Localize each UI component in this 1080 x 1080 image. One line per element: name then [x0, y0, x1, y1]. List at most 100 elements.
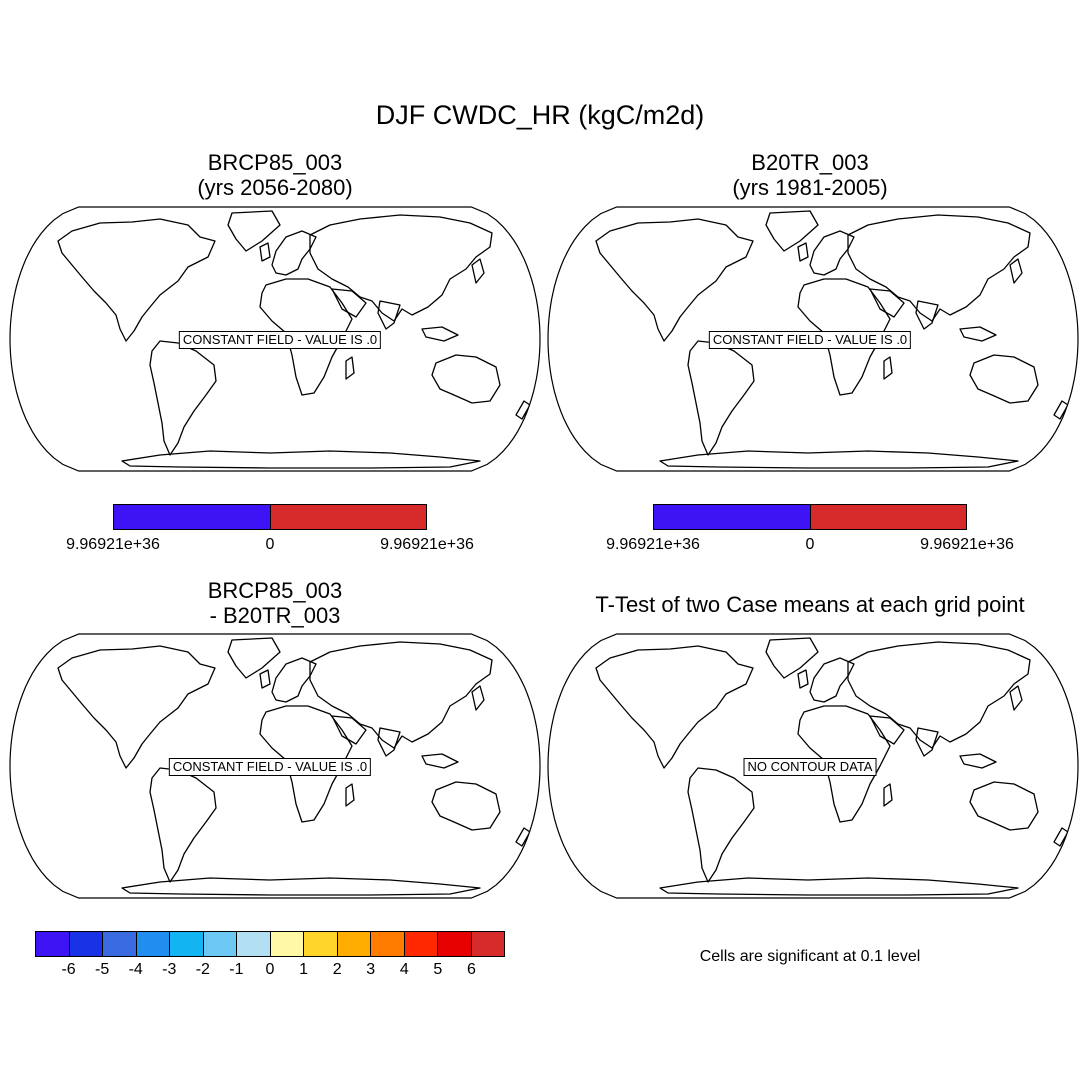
coastline	[149, 767, 217, 883]
colorbar-diff-swatch	[203, 932, 237, 956]
coastline	[797, 669, 809, 689]
coastline	[345, 783, 355, 807]
colorbar-diff-tick-label: -5	[95, 961, 110, 978]
colorbar-case2	[653, 504, 967, 530]
colorbar-diff-tick-label: -3	[162, 961, 177, 978]
continent-outlines	[57, 637, 531, 896]
panel-title-case1-line1: BRCP85_003	[207, 150, 343, 175]
coastline	[421, 753, 459, 769]
colorbar-diff-tick-label: 2	[332, 961, 342, 978]
coastline	[869, 715, 905, 745]
colorbar-diff-tick-label: 4	[399, 961, 409, 978]
coastline	[659, 450, 1019, 469]
coastline	[57, 645, 216, 769]
coastline	[377, 727, 401, 757]
colorbar-case2-label-right: 9.96921e+36	[920, 536, 1014, 553]
colorbar-diff-swatches	[35, 931, 505, 957]
coastline	[687, 340, 755, 456]
colorbar-diff-swatch	[371, 932, 405, 956]
colorbar-diff-tick-label: 6	[466, 961, 476, 978]
coastline	[227, 210, 281, 252]
colorbar-case1-swatch-high	[270, 505, 426, 529]
colorbar-case2-swatch-high	[810, 505, 966, 529]
colorbar-case2-swatch-low	[654, 505, 811, 529]
colorbar-diff-tick-label: 0	[265, 961, 275, 978]
colorbar-case2-swatches	[653, 504, 967, 530]
coastline	[1009, 685, 1023, 711]
coastline	[331, 288, 367, 318]
colorbar-diff-tick-label: -2	[195, 961, 210, 978]
continent-outlines	[595, 637, 1069, 896]
colorbar-case1	[113, 504, 427, 530]
world-map-case1	[9, 206, 541, 472]
colorbar-case2-label-mid: 0	[805, 536, 815, 553]
panel-title-ttest: T-Test of two Case means at each grid po…	[540, 592, 1080, 617]
colorbar-case1-label-right: 9.96921e+36	[380, 536, 474, 553]
coastline	[1053, 827, 1069, 847]
coastline	[431, 354, 501, 404]
map-case2: CONSTANT FIELD - VALUE IS .0	[547, 205, 1079, 473]
colorbar-diff-tick-label: 5	[433, 961, 443, 978]
colorbar-diff-swatch	[337, 932, 371, 956]
coastline	[121, 450, 481, 469]
continent-outlines	[595, 210, 1069, 469]
coastline	[515, 827, 531, 847]
map-projection-border	[547, 633, 1079, 899]
colorbar-case2-label-left: 9.96921e+36	[606, 536, 700, 553]
coastline	[959, 753, 997, 769]
colorbar-diff-tick-label: -4	[128, 961, 143, 978]
colorbar-diff-swatch	[69, 932, 103, 956]
coastline	[969, 354, 1039, 404]
colorbar-diff-tick-label: 1	[299, 961, 309, 978]
colorbar-diff-ticks: -6 -5 -4 -3 -2 -1 0 1 2 3 4 5 6	[35, 961, 505, 983]
coastline	[765, 637, 819, 679]
colorbar-diff-swatch	[471, 932, 504, 956]
coastline	[883, 356, 893, 380]
colorbar-diff-swatch	[136, 932, 170, 956]
coastline	[797, 242, 809, 262]
coastline	[915, 300, 939, 330]
map-projection-border	[547, 206, 1079, 472]
colorbar-diff-swatch	[237, 932, 271, 956]
map-case1: CONSTANT FIELD - VALUE IS .0	[9, 205, 541, 473]
colorbar-diff-swatch	[36, 932, 70, 956]
ttest-significance-note: Cells are significant at 0.1 level	[699, 948, 921, 965]
coastline	[595, 645, 754, 769]
coastline	[595, 218, 754, 342]
coastline	[309, 641, 493, 749]
world-map-ttest	[547, 633, 1079, 899]
coastline	[345, 356, 355, 380]
colorbar-diff	[35, 931, 505, 957]
coastline	[765, 210, 819, 252]
colorbar-diff-tick-label: 3	[366, 961, 376, 978]
coastline	[227, 637, 281, 679]
coastline	[515, 400, 531, 420]
world-map-diff	[9, 633, 541, 899]
coastline	[1009, 258, 1023, 284]
coastline	[259, 705, 353, 823]
panel-title-ttest-line1: T-Test of two Case means at each grid po…	[595, 592, 1025, 617]
panel-title-case1-line2: (yrs 2056-2080)	[197, 175, 353, 200]
coastline	[847, 641, 1031, 749]
continent-outlines	[57, 210, 531, 469]
colorbar-case1-label-mid: 0	[265, 536, 275, 553]
panel-title-case2-line1: B20TR_003	[751, 150, 869, 175]
panel-title-diff: BRCP85_003 - B20TR_003	[70, 578, 480, 628]
panel-title-case2-line2: (yrs 1981-2005)	[732, 175, 888, 200]
colorbar-diff-swatch	[270, 932, 304, 956]
coastline	[259, 242, 271, 262]
coastline	[259, 278, 353, 396]
map-diff: CONSTANT FIELD - VALUE IS .0	[9, 632, 541, 900]
colorbar-case1-swatches	[113, 504, 427, 530]
coastline	[959, 326, 997, 342]
coastline	[471, 258, 485, 284]
no-contour-label-ttest: NO CONTOUR DATA	[743, 758, 877, 776]
coastline	[149, 340, 217, 456]
coastline	[57, 218, 216, 342]
colorbar-diff-swatch	[170, 932, 204, 956]
map-ttest: NO CONTOUR DATA	[547, 632, 1079, 900]
coastline	[421, 326, 459, 342]
colorbar-case1-swatch-low	[114, 505, 271, 529]
colorbar-diff-swatch	[438, 932, 472, 956]
coastline	[309, 214, 493, 322]
